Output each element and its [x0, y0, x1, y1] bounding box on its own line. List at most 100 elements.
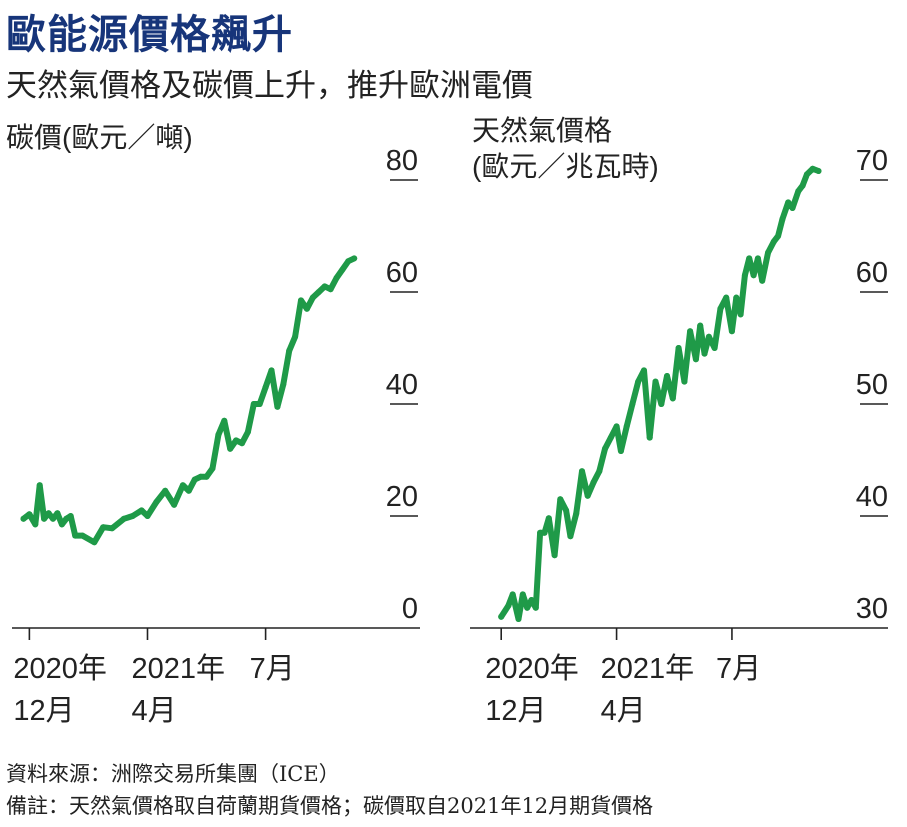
x-tick-label: 4月 [601, 695, 646, 727]
data-point [244, 429, 251, 435]
footnote: 備註：天然氣價格取自荷蘭期貨價格；碳價取自2021年12月期貨價格 [6, 794, 654, 818]
data-point [737, 311, 744, 318]
data-point [532, 604, 539, 611]
data-point [741, 272, 748, 279]
data-point [185, 487, 192, 494]
y-tick-label: 50 [856, 369, 888, 401]
data-point [274, 403, 281, 410]
data-point [321, 283, 328, 290]
data-point [221, 417, 228, 424]
data-point [803, 171, 810, 178]
data-point [100, 524, 107, 531]
data-point [179, 482, 186, 489]
data-point [557, 496, 564, 503]
data-point [701, 350, 708, 357]
data-point [635, 378, 642, 385]
data-point [607, 434, 614, 441]
data-point [602, 445, 608, 452]
data-point [303, 305, 310, 312]
data-point [759, 277, 766, 284]
data-point [345, 258, 352, 265]
data-point [351, 255, 358, 262]
data-point [309, 294, 316, 301]
data-point [815, 168, 822, 174]
x-tick-label: 2021年 [601, 652, 695, 685]
data-point [298, 297, 304, 304]
data-point [58, 521, 65, 528]
data-point [36, 482, 43, 489]
data-point [541, 529, 548, 536]
panel-title-line: 碳價(歐元／噸) [6, 122, 193, 153]
data-point [171, 501, 178, 508]
data-point [723, 294, 730, 301]
x-tick-label: 4月 [131, 695, 176, 727]
data-point [795, 188, 802, 195]
data-point [692, 356, 699, 363]
data-point [509, 591, 516, 598]
data-point [613, 423, 620, 430]
data-point [292, 333, 299, 340]
data-point [567, 533, 574, 540]
series-line [20, 255, 358, 546]
y-tick-label: 0 [402, 593, 418, 625]
data-point [623, 423, 630, 430]
data-point [72, 532, 79, 539]
y-tick-label: 30 [856, 593, 888, 625]
data-point [67, 513, 74, 519]
data-point [268, 367, 275, 374]
data-point [129, 513, 136, 519]
chart-subtitle: 天然氣價格及碳價上升，推升歐洲電價 [6, 68, 533, 104]
data-point [705, 333, 712, 340]
data-point [551, 552, 558, 559]
x-tick-label: 2020年 [485, 652, 579, 685]
data-point [563, 507, 570, 514]
panel-title-line: (歐元／兆瓦時) [472, 151, 659, 182]
data-point [79, 532, 86, 539]
data-point [687, 328, 694, 335]
data-point [197, 473, 204, 480]
data-point [153, 499, 160, 505]
data-point [203, 473, 210, 480]
y-tick-label: 40 [856, 481, 888, 513]
data-point [262, 384, 269, 391]
data-point [669, 395, 676, 402]
data-point [41, 515, 48, 522]
data-point [785, 199, 792, 206]
data-point [579, 468, 585, 475]
data-point [215, 431, 222, 438]
data-point [162, 487, 169, 494]
y-tick-label: 60 [856, 257, 888, 289]
data-point [209, 465, 216, 472]
data-point [746, 255, 753, 262]
chart-title: 歐能源價格飆升 [6, 12, 293, 58]
data-point [519, 591, 526, 598]
y-tick-label: 60 [386, 257, 418, 289]
data-point [584, 492, 591, 499]
gas-price-panel: 天然氣價格 (歐元／兆瓦時) 30 40 50 60 70 2020年 12月 2021年 4月 7月 [470, 115, 888, 727]
data-point [537, 529, 544, 536]
source-note: 資料來源：洲際交易所集團（ICE） [6, 762, 340, 786]
y-tick-label: 70 [856, 145, 888, 177]
data-point [91, 539, 98, 546]
data-point [239, 440, 245, 447]
x-tick-label: 2021年 [131, 652, 225, 685]
data-point [315, 289, 322, 295]
data-point [697, 322, 704, 329]
data-point [652, 378, 659, 385]
data-point [256, 401, 263, 407]
x-tick-label: 12月 [485, 695, 546, 727]
data-point [629, 401, 636, 407]
data-point [641, 367, 647, 374]
data-point [646, 434, 653, 441]
data-point [596, 468, 603, 475]
x-tick-label: 7月 [716, 653, 761, 685]
panel-title-line: 天然氣價格 [472, 115, 612, 146]
y-tick-label: 20 [386, 481, 418, 513]
data-point [144, 513, 151, 519]
data-point [191, 476, 198, 483]
data-point [327, 286, 334, 293]
data-point [286, 347, 293, 354]
data-point [733, 294, 740, 301]
data-point [498, 613, 505, 620]
data-point [728, 328, 735, 335]
